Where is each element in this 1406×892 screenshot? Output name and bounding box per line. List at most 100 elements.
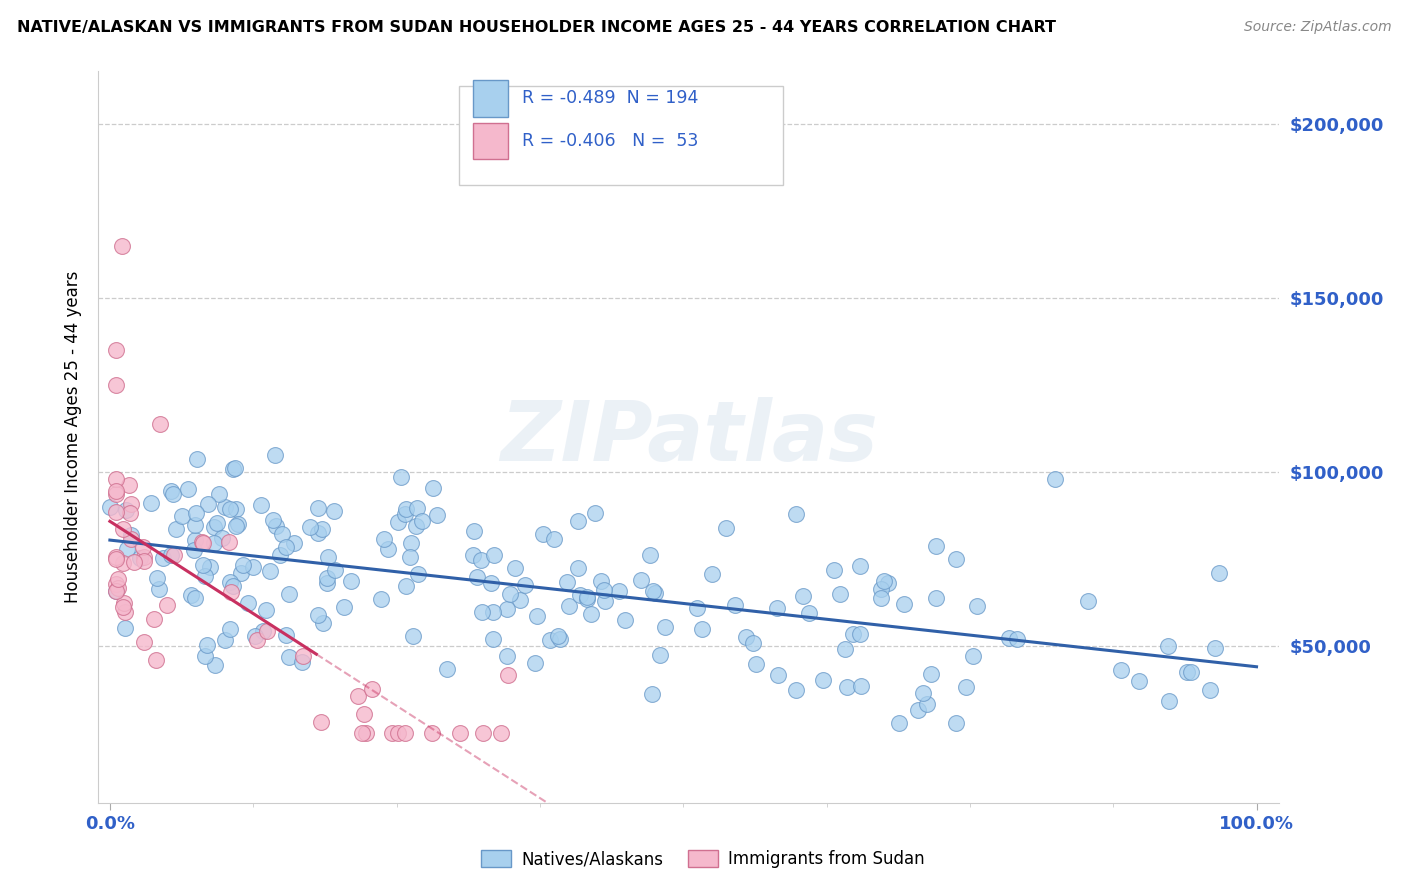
Point bbox=[395, 501, 418, 516]
Point bbox=[204, 657, 226, 672]
Point bbox=[104, 584, 127, 599]
Point bbox=[214, 500, 236, 514]
Point bbox=[998, 631, 1021, 645]
Point bbox=[548, 632, 571, 646]
Point bbox=[312, 615, 335, 630]
Point bbox=[889, 715, 911, 730]
Point bbox=[184, 591, 207, 605]
Point bbox=[271, 527, 294, 541]
Point bbox=[259, 564, 281, 578]
Point bbox=[152, 550, 174, 565]
Point bbox=[373, 532, 395, 546]
Point bbox=[333, 600, 356, 615]
Point bbox=[471, 605, 494, 619]
Point bbox=[785, 507, 807, 521]
Point bbox=[962, 648, 984, 663]
Point bbox=[112, 597, 135, 611]
Point bbox=[538, 633, 561, 648]
Point bbox=[236, 596, 259, 610]
Point bbox=[426, 508, 449, 523]
Point bbox=[745, 657, 768, 671]
Point bbox=[848, 627, 870, 641]
Point bbox=[644, 586, 666, 600]
Point bbox=[1180, 665, 1202, 680]
Legend: Natives/Alaskans, Immigrants from Sudan: Natives/Alaskans, Immigrants from Sudan bbox=[474, 843, 932, 875]
Point bbox=[792, 589, 814, 603]
Point bbox=[592, 583, 614, 598]
Point bbox=[496, 648, 519, 663]
Point bbox=[690, 622, 713, 636]
Point bbox=[180, 588, 202, 602]
Point bbox=[112, 599, 135, 614]
Point bbox=[264, 519, 287, 533]
Point bbox=[350, 726, 373, 740]
Point bbox=[191, 535, 214, 549]
Point bbox=[724, 599, 747, 613]
Point bbox=[575, 590, 598, 604]
Point bbox=[405, 518, 427, 533]
Point bbox=[920, 667, 942, 681]
Point bbox=[186, 451, 208, 466]
Point bbox=[1204, 640, 1226, 655]
Text: NATIVE/ALASKAN VS IMMIGRANTS FROM SUDAN HOUSEHOLDER INCOME AGES 25 - 44 YEARS CO: NATIVE/ALASKAN VS IMMIGRANTS FROM SUDAN … bbox=[17, 20, 1056, 35]
Point bbox=[389, 470, 412, 484]
Point bbox=[277, 587, 299, 601]
Point bbox=[104, 377, 127, 392]
Point bbox=[197, 497, 219, 511]
Point bbox=[148, 582, 170, 596]
Point bbox=[370, 591, 392, 606]
Point bbox=[219, 574, 242, 589]
Point bbox=[298, 520, 321, 534]
Point bbox=[543, 532, 565, 546]
Point bbox=[120, 527, 142, 541]
Point bbox=[955, 680, 977, 694]
Point bbox=[104, 549, 127, 564]
Point bbox=[848, 559, 870, 574]
Point bbox=[842, 627, 865, 641]
Point bbox=[479, 575, 502, 590]
Point bbox=[686, 600, 709, 615]
FancyBboxPatch shape bbox=[472, 80, 508, 117]
Point bbox=[177, 482, 200, 496]
Point bbox=[714, 521, 737, 535]
Point bbox=[107, 581, 129, 595]
Point bbox=[766, 601, 789, 615]
Point bbox=[252, 624, 274, 638]
Point bbox=[170, 509, 193, 524]
Point bbox=[104, 505, 127, 519]
Point bbox=[361, 681, 384, 696]
Point bbox=[340, 574, 363, 588]
Point bbox=[134, 554, 156, 568]
Point bbox=[308, 501, 330, 516]
Point bbox=[387, 726, 409, 740]
Point bbox=[111, 557, 134, 571]
Point bbox=[218, 622, 240, 636]
Point bbox=[142, 612, 165, 626]
Point bbox=[262, 513, 284, 527]
Point bbox=[191, 535, 214, 549]
Point bbox=[118, 506, 141, 520]
Point bbox=[114, 621, 136, 635]
Point bbox=[105, 552, 128, 566]
Point bbox=[191, 558, 214, 573]
Point bbox=[323, 503, 346, 517]
Point bbox=[211, 531, 233, 545]
Point bbox=[1109, 664, 1132, 678]
Point bbox=[399, 536, 422, 550]
Point bbox=[785, 682, 807, 697]
Point bbox=[811, 673, 834, 687]
Point bbox=[263, 448, 285, 462]
Point bbox=[387, 515, 409, 529]
Point bbox=[120, 532, 142, 546]
Point bbox=[104, 487, 127, 501]
Point bbox=[966, 599, 988, 614]
Point bbox=[120, 497, 142, 511]
Point bbox=[246, 632, 269, 647]
Point bbox=[134, 635, 156, 649]
Point bbox=[105, 343, 128, 357]
Point bbox=[214, 632, 236, 647]
Point bbox=[569, 589, 592, 603]
Point bbox=[422, 481, 444, 495]
Point bbox=[307, 525, 329, 540]
Point bbox=[353, 707, 375, 722]
